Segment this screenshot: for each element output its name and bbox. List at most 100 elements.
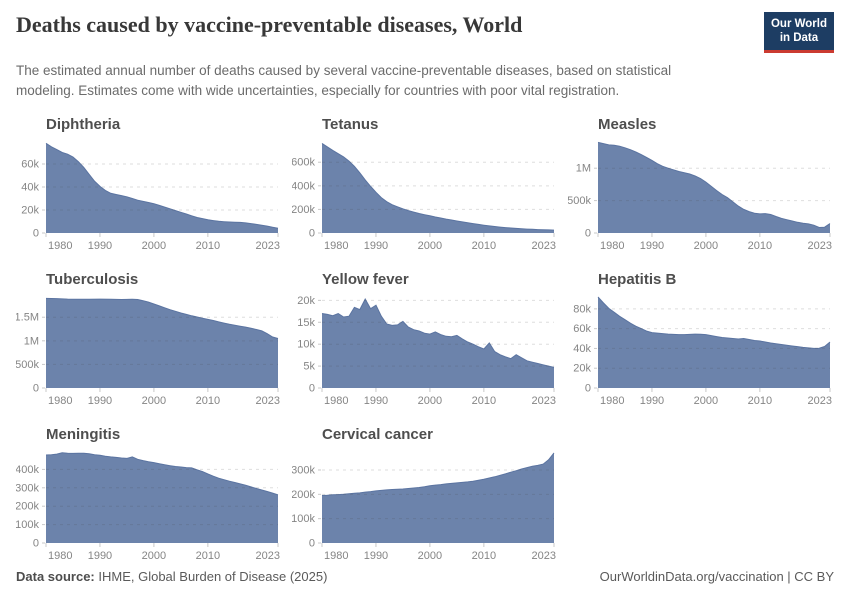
diphtheria-area-chart[interactable]: 0 20k 40k 60k 1980 1990 2000 2010 2023 bbox=[16, 138, 282, 256]
page-title: Deaths caused by vaccine-preventable dis… bbox=[16, 12, 523, 37]
svg-text:1990: 1990 bbox=[640, 240, 664, 252]
svg-text:0: 0 bbox=[585, 382, 591, 394]
svg-text:1990: 1990 bbox=[364, 395, 388, 407]
svg-text:20k: 20k bbox=[297, 295, 315, 307]
svg-text:100k: 100k bbox=[16, 519, 39, 531]
svg-text:2000: 2000 bbox=[418, 240, 442, 252]
svg-text:200k: 200k bbox=[292, 488, 315, 500]
svg-text:1980: 1980 bbox=[48, 240, 72, 252]
svg-text:2000: 2000 bbox=[694, 240, 718, 252]
svg-text:1980: 1980 bbox=[600, 395, 624, 407]
svg-text:60k: 60k bbox=[21, 159, 39, 171]
svg-text:1990: 1990 bbox=[88, 550, 112, 562]
credit-link[interactable]: OurWorldinData.org/vaccination | CC BY bbox=[599, 569, 834, 584]
svg-text:2023: 2023 bbox=[808, 395, 832, 407]
svg-text:2010: 2010 bbox=[196, 550, 220, 562]
owid-logo-line2: in Data bbox=[779, 31, 819, 44]
svg-text:80k: 80k bbox=[573, 303, 591, 315]
svg-text:0: 0 bbox=[309, 228, 315, 240]
empty-grid-cell bbox=[568, 426, 834, 566]
svg-text:500k: 500k bbox=[568, 195, 591, 207]
svg-text:2000: 2000 bbox=[418, 395, 442, 407]
svg-text:2000: 2000 bbox=[142, 550, 166, 562]
svg-text:20k: 20k bbox=[573, 362, 591, 374]
svg-text:100k: 100k bbox=[292, 513, 315, 525]
owid-logo-line1: Our World bbox=[770, 18, 827, 30]
svg-text:2023: 2023 bbox=[532, 240, 556, 252]
tuberculosis-area-chart[interactable]: 0 500k 1M 1.5M 1980 1990 2000 2010 2023 bbox=[16, 293, 282, 411]
chart-title-cervical-cancer: Cervical cancer bbox=[322, 425, 433, 443]
svg-text:300k: 300k bbox=[292, 464, 315, 476]
chart-title-hepatitis-b: Hepatitis B bbox=[598, 271, 677, 288]
svg-text:2000: 2000 bbox=[418, 550, 442, 562]
svg-text:2023: 2023 bbox=[808, 240, 832, 252]
svg-text:200k: 200k bbox=[292, 204, 315, 216]
svg-text:5k: 5k bbox=[303, 360, 315, 372]
svg-text:2023: 2023 bbox=[256, 550, 280, 562]
svg-text:0: 0 bbox=[585, 228, 591, 240]
meningitis-area-chart[interactable]: 0 100k 200k 300k 400k 1980 1990 2000 2010 2023 bbox=[16, 448, 282, 566]
svg-text:2023: 2023 bbox=[256, 395, 280, 407]
svg-text:1990: 1990 bbox=[88, 395, 112, 407]
svg-text:2010: 2010 bbox=[472, 550, 496, 562]
svg-text:400k: 400k bbox=[16, 463, 39, 475]
yellow-fever-area-chart[interactable]: 0 5k 10k 15k 20k 1980 1990 2000 2010 2023 bbox=[292, 293, 558, 411]
chart-title-diphtheria: Diphtheria bbox=[46, 116, 121, 134]
svg-text:2010: 2010 bbox=[748, 240, 772, 252]
svg-text:1M: 1M bbox=[24, 335, 39, 347]
svg-text:0: 0 bbox=[33, 382, 39, 394]
svg-text:1990: 1990 bbox=[88, 240, 112, 252]
svg-text:2010: 2010 bbox=[472, 395, 496, 407]
svg-text:0: 0 bbox=[33, 537, 39, 549]
data-source-text: IHME, Global Burden of Disease (2025) bbox=[94, 569, 328, 584]
svg-text:0: 0 bbox=[309, 537, 315, 549]
small-multiples-grid: Diphtheria 0 20k 40k 60k 1980 1990 2000 2010 202… bbox=[0, 116, 850, 565]
chart-panel-diphtheria: Diphtheria 0 20k 40k 60k 1980 1990 2000 2010 202… bbox=[16, 116, 282, 256]
svg-text:2000: 2000 bbox=[142, 395, 166, 407]
svg-text:400k: 400k bbox=[292, 180, 315, 192]
svg-text:1990: 1990 bbox=[364, 550, 388, 562]
svg-text:15k: 15k bbox=[297, 317, 315, 329]
svg-text:1980: 1980 bbox=[48, 550, 72, 562]
svg-text:40k: 40k bbox=[21, 182, 39, 194]
data-source-label: Data source: bbox=[16, 569, 95, 584]
data-source: Data source: IHME, Global Burden of Dise… bbox=[16, 569, 327, 584]
chart-title-tetanus: Tetanus bbox=[322, 116, 379, 134]
svg-text:40k: 40k bbox=[573, 343, 591, 355]
svg-text:300k: 300k bbox=[16, 482, 39, 494]
svg-text:2023: 2023 bbox=[532, 395, 556, 407]
owid-logo[interactable]: Our World in Data bbox=[763, 12, 834, 54]
svg-text:1980: 1980 bbox=[600, 240, 624, 252]
chart-panel-cervical-cancer: Cervical cancer 0 100k 200k 300k 1980 1990 200… bbox=[292, 426, 558, 566]
svg-text:20k: 20k bbox=[21, 205, 39, 217]
svg-text:500k: 500k bbox=[16, 359, 39, 371]
measles-area-chart[interactable]: 0 500k 1M 1980 1990 2000 2010 2023 bbox=[568, 138, 834, 256]
chart-title-tuberculosis: Tuberculosis bbox=[46, 271, 139, 288]
svg-text:2010: 2010 bbox=[748, 395, 772, 407]
svg-text:2010: 2010 bbox=[196, 240, 220, 252]
svg-text:0: 0 bbox=[309, 382, 315, 394]
svg-text:0: 0 bbox=[33, 228, 39, 240]
hepatitis-b-area-chart[interactable]: 0 20k 40k 60k 80k 1980 1990 2000 2010 2023 bbox=[568, 293, 834, 411]
tetanus-area-chart[interactable]: 0 200k 400k 600k 1980 1990 2000 2010 2023 bbox=[292, 138, 558, 256]
svg-text:200k: 200k bbox=[16, 500, 39, 512]
svg-text:1980: 1980 bbox=[324, 240, 348, 252]
chart-panel-yellow-fever: Yellow fever 0 5k 10k 15k 20k 1980 1990 2000 201… bbox=[292, 271, 558, 411]
svg-text:1980: 1980 bbox=[48, 395, 72, 407]
svg-text:10k: 10k bbox=[297, 338, 315, 350]
chart-subtitle: The estimated annual number of deaths ca… bbox=[16, 63, 672, 98]
header: Deaths caused by vaccine-preventable dis… bbox=[0, 0, 850, 54]
svg-text:2023: 2023 bbox=[532, 550, 556, 562]
svg-text:1980: 1980 bbox=[324, 550, 348, 562]
chart-panel-hepatitis-b: Hepatitis B 0 20k 40k 60k 80k 1980 1990 2000 201… bbox=[568, 271, 834, 411]
svg-text:1.5M: 1.5M bbox=[16, 311, 39, 323]
cervical-cancer-area-chart[interactable]: 0 100k 200k 300k 1980 1990 2000 2010 2023 bbox=[292, 448, 558, 566]
svg-text:2000: 2000 bbox=[694, 395, 718, 407]
svg-text:1M: 1M bbox=[576, 163, 591, 175]
svg-text:1980: 1980 bbox=[324, 395, 348, 407]
svg-text:1990: 1990 bbox=[640, 395, 664, 407]
chart-panel-tetanus: Tetanus 0 200k 400k 600k 1980 1990 2000 2010 202… bbox=[292, 116, 558, 256]
svg-text:2010: 2010 bbox=[472, 240, 496, 252]
svg-text:2010: 2010 bbox=[196, 395, 220, 407]
